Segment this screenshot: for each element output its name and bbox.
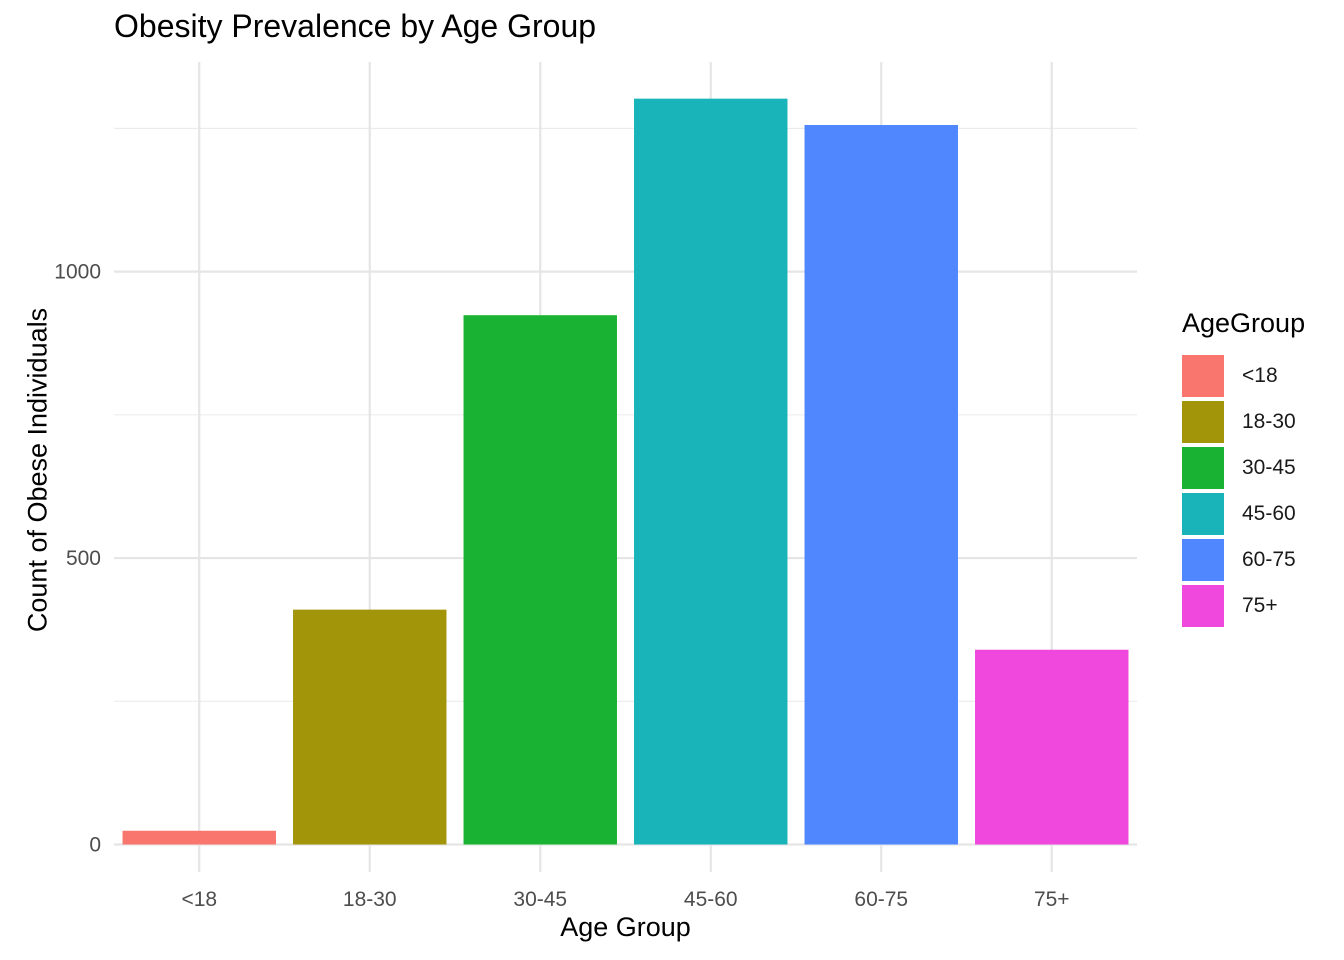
- minor-gridlines: [114, 127, 1137, 702]
- legend-item: 45-60: [1182, 491, 1305, 537]
- x-tick-label: 30-45: [513, 888, 567, 911]
- legend-key-swatch: [1182, 585, 1224, 627]
- bar-<18: [122, 830, 276, 845]
- legend-key-swatch: [1182, 493, 1224, 535]
- legend-key-swatch: [1182, 355, 1224, 397]
- bar-60-75: [804, 125, 958, 845]
- x-tick-label: 45-60: [684, 888, 738, 911]
- x-tick-labels: <18 18-30 30-45 45-60 60-75 75+: [181, 888, 1069, 911]
- x-axis-title: Age Group: [560, 912, 691, 942]
- legend-item: 18-30: [1182, 399, 1305, 445]
- legend-key-swatch: [1182, 401, 1224, 443]
- legend-items: <18 18-30 30-45 45-60 60-75 75+: [1182, 353, 1305, 629]
- bar-75+: [975, 649, 1129, 845]
- legend-key-swatch: [1182, 539, 1224, 581]
- x-tick-label: 75+: [1034, 888, 1070, 911]
- legend-item: 60-75: [1182, 537, 1305, 583]
- x-tick-label: 60-75: [854, 888, 908, 911]
- bar-30-45: [463, 315, 617, 845]
- legend-key-swatch: [1182, 447, 1224, 489]
- legend-title: AgeGroup: [1182, 308, 1306, 338]
- bar-series: [122, 98, 1129, 845]
- y-tick-label: 1000: [54, 261, 101, 284]
- y-tick-labels: 0 500 1000: [54, 261, 101, 857]
- legend-label: <18: [1242, 364, 1278, 387]
- bar-45-60: [634, 98, 788, 845]
- y-axis-title: Count of Obese Individuals: [22, 307, 53, 633]
- chart-title: Obesity Prevalence by Age Group: [114, 8, 597, 44]
- legend-item: <18: [1182, 353, 1305, 399]
- x-tick-label: <18: [181, 888, 217, 911]
- legend-label: 75+: [1242, 594, 1278, 617]
- bar-18-30: [293, 609, 447, 845]
- legend-label: 30-45: [1242, 456, 1296, 479]
- y-tick-label: 0: [89, 834, 101, 857]
- legend-label: 60-75: [1242, 548, 1296, 571]
- legend-item: 30-45: [1182, 445, 1305, 491]
- legend-label: 18-30: [1242, 410, 1296, 433]
- legend: AgeGroup <18 18-30 30-45 45-60 60-75 75+: [1182, 308, 1305, 629]
- x-tick-label: 18-30: [343, 888, 397, 911]
- legend-item: 75+: [1182, 583, 1305, 629]
- y-tick-label: 500: [66, 547, 101, 570]
- legend-label: 45-60: [1242, 502, 1296, 525]
